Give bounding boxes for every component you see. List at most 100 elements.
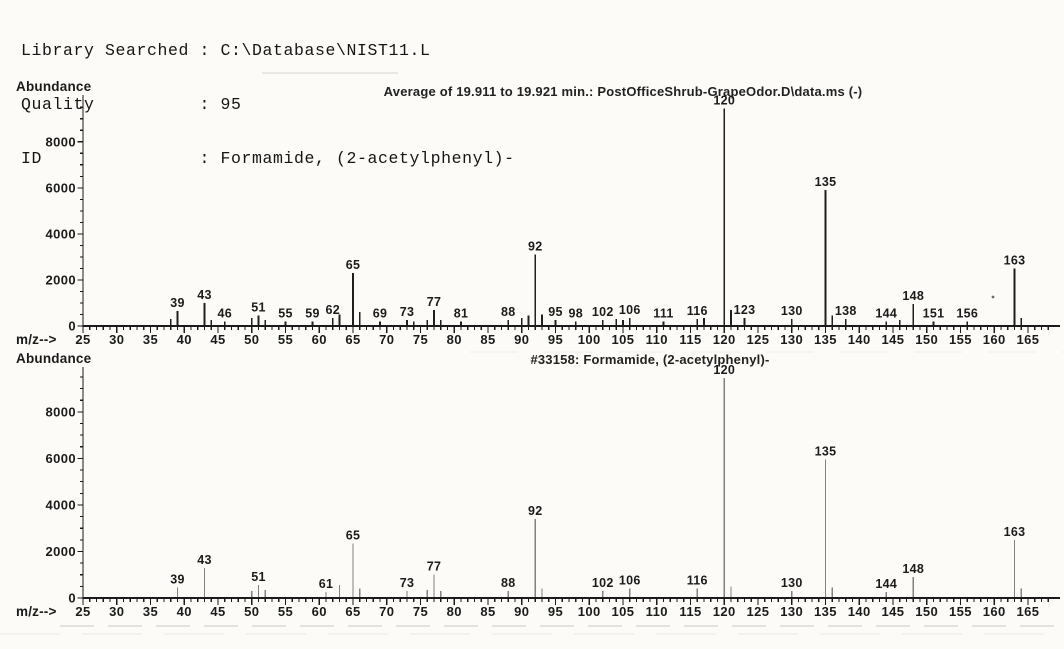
library-spectrum-x-axis-title: m/z--> bbox=[16, 604, 57, 619]
library-spectrum-x-tick-label-80: 80 bbox=[447, 604, 462, 619]
sample-spectrum-peak-label-92: 92 bbox=[528, 240, 543, 254]
sample-spectrum-x-tick-label-60: 60 bbox=[312, 332, 327, 347]
sample-spectrum-y-tick-label-4000: 4000 bbox=[45, 226, 76, 241]
sample-spectrum-peak-label-138: 138 bbox=[835, 304, 857, 318]
sample-spectrum-peak-label-59: 59 bbox=[305, 306, 320, 320]
sample-spectrum-x-tick-label-150: 150 bbox=[915, 332, 938, 347]
sample-spectrum-peak-label-43: 43 bbox=[197, 288, 212, 302]
sample-spectrum-x-tick-label-165: 165 bbox=[1017, 332, 1040, 347]
library-spectrum-x-tick-label-120: 120 bbox=[713, 604, 736, 619]
sample-spectrum-peak-label-77: 77 bbox=[427, 295, 442, 309]
library-spectrum-x-tick-label-130: 130 bbox=[780, 604, 803, 619]
library-spectrum-peak-label-61: 61 bbox=[319, 577, 334, 591]
library-spectrum-peak-label-92: 92 bbox=[528, 504, 543, 518]
sample-spectrum-peak-label-65: 65 bbox=[346, 258, 361, 272]
library-spectrum-x-tick-label-135: 135 bbox=[814, 604, 837, 619]
library-spectrum-peak-label-39: 39 bbox=[170, 573, 185, 587]
id-line: ID : Formamide, (2-acetylphenyl)- bbox=[21, 149, 515, 168]
sample-spectrum-peak-label-39: 39 bbox=[170, 296, 185, 310]
sample-spectrum-x-tick-label-145: 145 bbox=[882, 332, 905, 347]
sample-spectrum-x-tick-label-140: 140 bbox=[848, 332, 871, 347]
library-spectrum-peak-label-43: 43 bbox=[197, 553, 212, 567]
sample-spectrum-y-tick-label-6000: 6000 bbox=[45, 180, 76, 195]
sample-spectrum-peak-label-111: 111 bbox=[653, 306, 673, 320]
sample-spectrum-x-tick-label-55: 55 bbox=[278, 332, 293, 347]
sample-spectrum-peak-label-73: 73 bbox=[400, 305, 415, 319]
sample-spectrum-x-tick-label-25: 25 bbox=[75, 332, 90, 347]
sample-spectrum-y-tick-label-8000: 8000 bbox=[45, 134, 76, 149]
sample-spectrum-x-tick-label-110: 110 bbox=[646, 332, 668, 347]
library-searched-line: Library Searched : C:\Database\NIST11.L bbox=[21, 41, 431, 60]
sample-spectrum-peak-label-148: 148 bbox=[902, 289, 924, 303]
library-spectrum-x-tick-label-70: 70 bbox=[379, 604, 394, 619]
sample-spectrum-x-axis-title: m/z--> bbox=[16, 332, 57, 347]
sample-spectrum-x-tick-label-120: 120 bbox=[713, 332, 736, 347]
sample-spectrum-x-tick-label-105: 105 bbox=[612, 332, 635, 347]
library-spectrum-x-tick-label-30: 30 bbox=[109, 604, 124, 619]
library-spectrum-peak-label-144: 144 bbox=[875, 577, 897, 591]
library-spectrum-peak-label-130: 130 bbox=[781, 576, 803, 590]
sample-spectrum-peak-label-88: 88 bbox=[501, 305, 516, 319]
sample-spectrum-x-tick-label-135: 135 bbox=[814, 332, 837, 347]
sample-spectrum-peak-label-130: 130 bbox=[781, 304, 803, 318]
library-spectrum-peak-label-148: 148 bbox=[902, 562, 924, 576]
sample-spectrum-x-tick-label-160: 160 bbox=[983, 332, 1006, 347]
sample-spectrum-peak-label-120: 120 bbox=[713, 93, 735, 107]
sample-spectrum-peak-label-81: 81 bbox=[454, 306, 469, 320]
library-spectrum-y-tick-label-6000: 6000 bbox=[45, 451, 76, 466]
sample-spectrum-peak-label-106: 106 bbox=[619, 303, 641, 317]
library-spectrum-title: #33158: Formamide, (2-acetylphenyl)- bbox=[530, 352, 769, 367]
library-spectrum-x-tick-label-40: 40 bbox=[177, 604, 192, 619]
library-spectrum-x-tick-label-45: 45 bbox=[210, 604, 225, 619]
library-spectrum-x-tick-label-155: 155 bbox=[949, 604, 972, 619]
library-spectrum-peak-label-77: 77 bbox=[427, 560, 442, 574]
library-spectrum-x-tick-label-25: 25 bbox=[75, 604, 90, 619]
library-spectrum-x-tick-label-95: 95 bbox=[548, 604, 563, 619]
sample-spectrum-peak-label-95: 95 bbox=[548, 305, 563, 319]
sample-spectrum-peak-label-55: 55 bbox=[278, 306, 293, 320]
sample-spectrum-x-tick-label-85: 85 bbox=[480, 332, 495, 347]
sample-spectrum-x-tick-label-115: 115 bbox=[679, 332, 701, 347]
sample-spectrum-x-tick-label-75: 75 bbox=[413, 332, 428, 347]
library-spectrum-x-tick-label-125: 125 bbox=[747, 604, 770, 619]
library-spectrum-x-tick-label-90: 90 bbox=[514, 604, 529, 619]
library-spectrum-x-tick-label-145: 145 bbox=[882, 604, 905, 619]
library-spectrum-peak-label-51: 51 bbox=[251, 570, 266, 584]
sample-spectrum-peak-label-144: 144 bbox=[875, 306, 897, 320]
sample-spectrum-peak-label-102: 102 bbox=[592, 305, 614, 319]
sample-spectrum-x-tick-label-90: 90 bbox=[514, 332, 529, 347]
quality-line: Quality : 95 bbox=[21, 95, 242, 114]
sample-spectrum-x-tick-label-65: 65 bbox=[345, 332, 360, 347]
library-spectrum-peak-label-88: 88 bbox=[501, 576, 516, 590]
library-spectrum-x-tick-label-110: 110 bbox=[646, 604, 668, 619]
library-spectrum-x-tick-label-35: 35 bbox=[143, 604, 158, 619]
sample-spectrum-peak-label-135: 135 bbox=[815, 175, 837, 189]
library-spectrum-x-tick-label-160: 160 bbox=[983, 604, 1006, 619]
library-spectrum-y-tick-label-0: 0 bbox=[68, 591, 76, 606]
library-spectrum-x-tick-label-115: 115 bbox=[679, 604, 701, 619]
library-spectrum-x-tick-label-50: 50 bbox=[244, 604, 259, 619]
sample-spectrum-x-tick-label-35: 35 bbox=[143, 332, 158, 347]
sample-spectrum-peak-label-156: 156 bbox=[956, 306, 978, 320]
library-spectrum-peak-label-65: 65 bbox=[346, 528, 361, 542]
library-spectrum-x-tick-label-105: 105 bbox=[612, 604, 635, 619]
library-spectrum-x-tick-label-60: 60 bbox=[312, 604, 327, 619]
library-spectrum-x-tick-label-140: 140 bbox=[848, 604, 871, 619]
sample-spectrum-x-tick-label-130: 130 bbox=[780, 332, 803, 347]
library-spectrum-peak-label-163: 163 bbox=[1004, 525, 1026, 539]
sample-spectrum-peak-label-98: 98 bbox=[568, 306, 583, 320]
library-spectrum-x-tick-label-65: 65 bbox=[345, 604, 360, 619]
library-spectrum-peak-label-116: 116 bbox=[687, 574, 708, 588]
sample-spectrum-x-tick-label-95: 95 bbox=[548, 332, 563, 347]
library-spectrum-x-tick-label-55: 55 bbox=[278, 604, 293, 619]
sample-spectrum-title: Average of 19.911 to 19.921 min.: PostOf… bbox=[384, 84, 863, 99]
library-spectrum-x-tick-label-165: 165 bbox=[1017, 604, 1040, 619]
library-spectrum-y-tick-label-8000: 8000 bbox=[45, 404, 76, 419]
sample-spectrum-y-tick-label-2000: 2000 bbox=[45, 272, 76, 287]
sample-spectrum-peak-label-46: 46 bbox=[217, 306, 232, 320]
report-header: Library Searched : C:\Database\NIST11.L … bbox=[21, 6, 515, 204]
library-spectrum-x-tick-label-100: 100 bbox=[578, 604, 601, 619]
sample-spectrum-x-tick-label-40: 40 bbox=[177, 332, 192, 347]
